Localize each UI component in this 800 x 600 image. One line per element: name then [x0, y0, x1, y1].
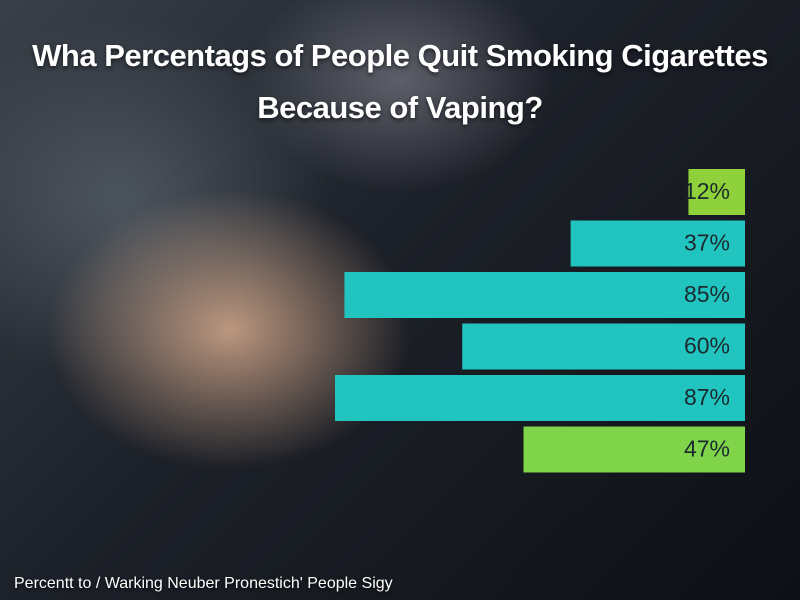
value-label: 60% [684, 333, 730, 359]
bar [344, 272, 745, 318]
chart-title: Wha Percentags of People Quit Smoking Ci… [32, 38, 768, 125]
value-label: 12% [684, 178, 730, 204]
bar [523, 426, 745, 473]
value-label: 37% [684, 230, 730, 256]
bar [570, 220, 745, 267]
bar [335, 375, 745, 421]
bar [688, 169, 745, 215]
value-label: 87% [684, 384, 730, 410]
value-label: 47% [684, 436, 730, 462]
bar [462, 323, 745, 370]
value-label: 85% [684, 281, 730, 307]
footer-caption: Percentt to / Warking Neuber Pronestich'… [14, 575, 393, 592]
